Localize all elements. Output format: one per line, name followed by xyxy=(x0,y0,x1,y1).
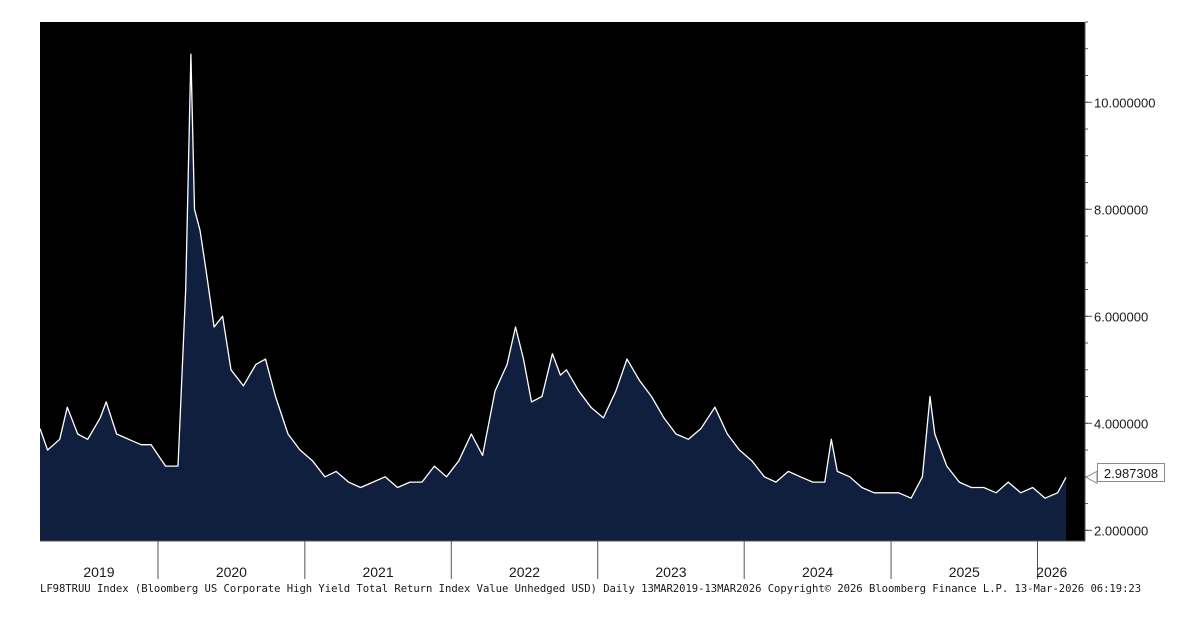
y-tick-label: 2.000000 xyxy=(1094,523,1148,538)
series-line xyxy=(39,53,1067,499)
last-value-label: 2.987308 xyxy=(1097,463,1165,482)
x-year-label: 2025 xyxy=(949,564,980,580)
y-tick-label: 8.000000 xyxy=(1094,202,1148,217)
x-year-label: 2026 xyxy=(1036,564,1067,580)
x-year-label: 2024 xyxy=(802,564,833,580)
y-tick-label: 4.000000 xyxy=(1094,416,1148,431)
y-tick-label: 6.000000 xyxy=(1094,309,1148,324)
x-year-label: 2019 xyxy=(83,564,114,580)
x-year-label: 2023 xyxy=(655,564,686,580)
series-area xyxy=(40,54,1066,541)
y-tick-label: 10.000000 xyxy=(1094,95,1155,110)
chart-footer-caption: LF98TRUU Index (Bloomberg US Corporate H… xyxy=(40,583,1142,595)
x-year-label: 2022 xyxy=(509,564,540,580)
x-year-label: 2020 xyxy=(216,564,247,580)
x-year-label: 2021 xyxy=(362,564,393,580)
last-value-pointer xyxy=(1084,470,1098,485)
